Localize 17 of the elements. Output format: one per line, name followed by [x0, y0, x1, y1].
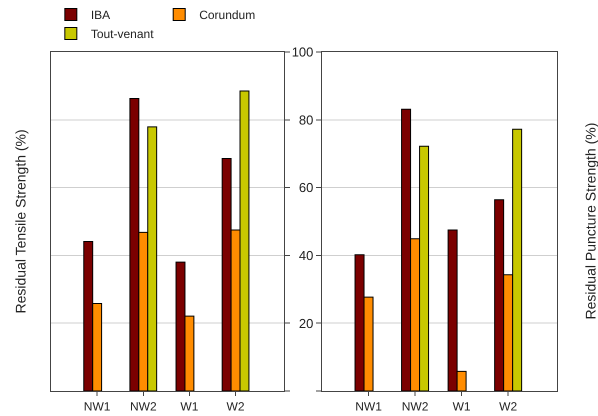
legend-label: IBA: [90, 8, 110, 22]
legend-label: Corundum: [199, 8, 256, 22]
x-tick-label: NW2: [130, 399, 157, 414]
x-tick-label: W2: [499, 399, 518, 414]
x-tick-label: NW1: [84, 399, 111, 414]
y-tick-label: 20: [298, 316, 314, 331]
x-tick-label: W1: [452, 399, 471, 414]
x-tick-label: NW2: [402, 399, 429, 414]
y-tick-label: 40: [298, 248, 314, 263]
x-tick-label: W1: [180, 399, 199, 414]
y-tick-label: 60: [298, 180, 314, 196]
y-axis-title: Residual Tensile Strength (%): [12, 129, 28, 314]
x-tick-label: W2: [226, 399, 245, 414]
x-tick-label: NW1: [355, 399, 382, 414]
legend-label: Tout-venant: [90, 27, 154, 42]
y-tick-label: 80: [298, 112, 314, 128]
y-tick-label: 100: [292, 44, 314, 60]
